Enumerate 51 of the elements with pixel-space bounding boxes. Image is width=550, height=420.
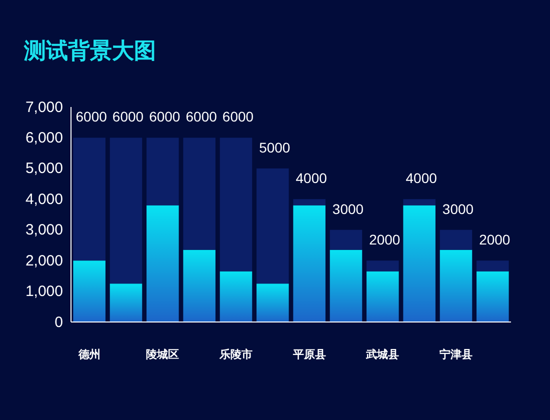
total-label: 4000: [296, 170, 328, 186]
y-tick-label: 6,000: [25, 130, 63, 147]
x-tick-label: 平原县: [292, 348, 326, 361]
bar: [476, 260, 509, 272]
bar: [403, 205, 436, 322]
bar: [146, 138, 179, 206]
y-tick-label: 0: [54, 314, 63, 331]
bar: [366, 260, 399, 272]
bar: [440, 250, 472, 322]
y-tick-label: 3,000: [25, 222, 63, 239]
total-label: 6000: [112, 108, 144, 125]
total-label: 6000: [222, 108, 254, 125]
bar: [293, 205, 326, 322]
x-tick-label: 乐陵市: [218, 348, 252, 361]
y-tick-label: 5,000: [25, 160, 63, 178]
bar: [73, 260, 106, 322]
bar: [366, 271, 399, 322]
total-label: 6000: [186, 108, 218, 125]
x-tick-label: 宁津县: [440, 348, 472, 361]
x-tick-label: 德州: [77, 348, 100, 361]
bar: [110, 138, 142, 284]
bar: [183, 250, 216, 322]
total-label: 3000: [332, 200, 364, 217]
x-tick-label: 武城县: [365, 348, 400, 361]
y-tick-label: 2,000: [25, 252, 63, 270]
y-tick-label: 1,000: [25, 283, 63, 300]
bar: [440, 230, 472, 250]
bar: [183, 138, 216, 250]
total-label: 2000: [479, 232, 510, 248]
bar: [476, 271, 509, 322]
bar: [146, 205, 179, 322]
total-label: 3000: [442, 200, 474, 217]
bar: [110, 284, 142, 322]
total-label: 4000: [406, 170, 438, 186]
bar: [403, 199, 436, 206]
bar: [256, 284, 289, 322]
y-tick-label: 7,000: [25, 98, 63, 116]
total-label: 6000: [76, 108, 108, 125]
bar: [256, 168, 289, 284]
total-label: 6000: [149, 108, 180, 125]
bar: [330, 250, 362, 322]
bar: [73, 138, 106, 261]
bar: [220, 138, 252, 272]
bar: [330, 230, 362, 250]
total-label: 5000: [259, 139, 290, 156]
bar: [293, 199, 326, 206]
chart-title: 测试背景大图: [23, 38, 156, 63]
y-tick-label: 4,000: [25, 190, 63, 208]
x-tick-label: 陵城区: [146, 348, 180, 361]
bar: [220, 271, 252, 322]
total-label: 2000: [369, 232, 400, 248]
